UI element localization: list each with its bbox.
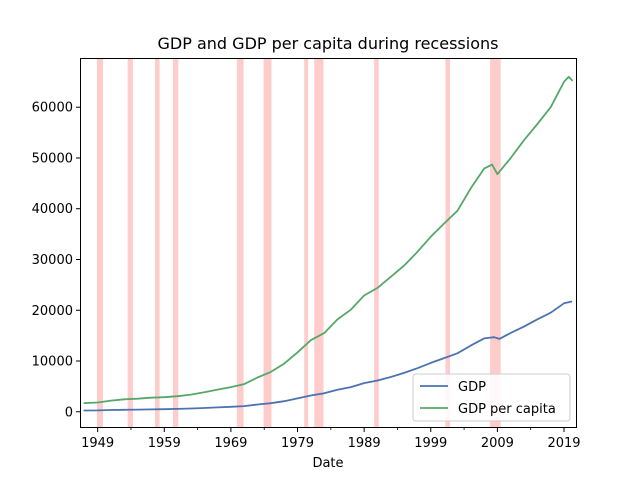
y-tick-label-3: 30000: [32, 253, 73, 268]
chart-title: GDP and GDP per capita during recessions: [158, 34, 499, 53]
x-tick-label-7: 2019: [547, 436, 580, 451]
plot-frame: [80, 58, 577, 428]
x-tick-label-5: 1999: [414, 436, 447, 451]
x-axis-label: Date: [312, 456, 343, 471]
recession-band-9: [445, 59, 451, 427]
legend-label-0: GDP: [458, 380, 486, 395]
x-tick-label-6: 2009: [481, 436, 514, 451]
recession-band-0: [96, 59, 103, 427]
series-lines: [83, 75, 573, 412]
series-line-0: [83, 300, 573, 412]
y-tick-label-5: 50000: [32, 151, 73, 166]
recession-band-8: [374, 59, 379, 427]
x-tick-label-2: 1969: [214, 436, 247, 451]
y-tick-label-0: 0: [65, 405, 73, 420]
y-tick-label-4: 40000: [32, 202, 73, 217]
recession-band-2: [154, 59, 160, 427]
recession-bands: [96, 59, 501, 427]
x-tick-label-0: 1949: [81, 436, 114, 451]
y-tick-label-6: 60000: [32, 101, 73, 116]
series-line-1: [83, 75, 573, 404]
legend: GDP GDP per capita: [412, 373, 571, 422]
recession-band-1: [127, 59, 133, 427]
y-tick-label-2: 20000: [32, 304, 73, 319]
recession-band-6: [304, 59, 309, 427]
legend-box: [412, 373, 571, 422]
plot-area: [80, 58, 577, 428]
x-tick-label-1: 1959: [148, 436, 181, 451]
y-tick-label-1: 10000: [32, 355, 73, 370]
recession-band-7: [314, 59, 324, 427]
recession-band-3: [172, 59, 179, 427]
y-axis: 0 10000 20000 30000 40000 50000 60000: [32, 101, 81, 420]
legend-label-1: GDP per capita: [458, 402, 556, 417]
recession-band-5: [263, 59, 272, 427]
x-tick-label-4: 1989: [348, 436, 381, 451]
x-axis: 1949 1959 1969 1979 1989 1999 2009 2019: [81, 427, 581, 451]
recession-band-10: [490, 59, 501, 427]
x-tick-label-3: 1979: [281, 436, 314, 451]
recession-band-4: [236, 59, 244, 427]
